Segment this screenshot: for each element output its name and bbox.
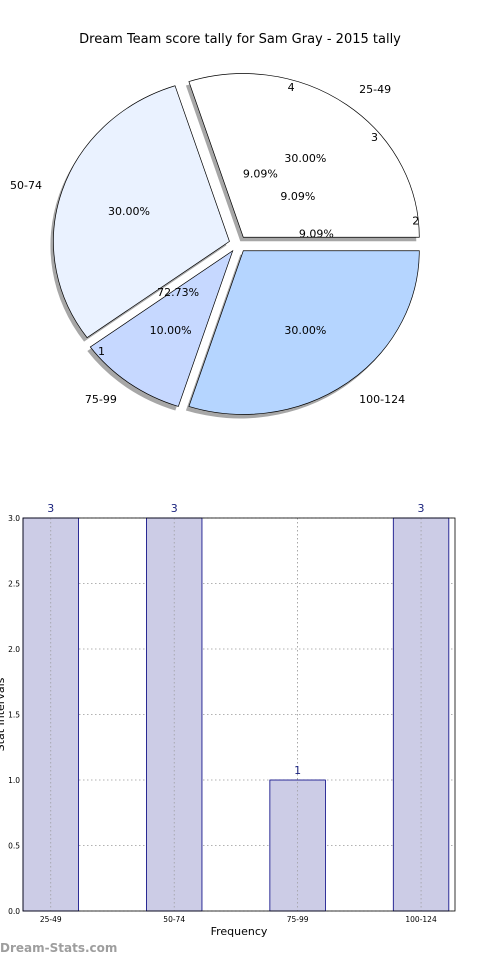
pie-slice-50-74 (53, 85, 230, 339)
x-tick-label: 100-124 (405, 915, 437, 924)
y-tick-label: 2.0 (8, 645, 20, 654)
pie-category-label: 100-124 (359, 393, 405, 406)
pie-category-label: 50-74 (10, 179, 42, 192)
pie-percent-label: 30.00% (108, 205, 150, 218)
bar-value-label: 3 (171, 502, 178, 515)
pie-percent-label: 30.00% (284, 324, 326, 337)
pie-category-label: 75-99 (85, 393, 117, 406)
watermark: Dream-Stats.com (0, 941, 118, 955)
y-tick-label: 0.5 (8, 842, 20, 851)
pie-percent-label: 10.00% (150, 324, 192, 337)
y-tick-label: 1.5 (8, 711, 20, 720)
pie-slice-75-99 (89, 249, 234, 407)
x-tick-label: 75-99 (287, 915, 309, 924)
bar-chart: 0.0 0.5 1.0 1.5 2.0 2.5 3.0 3 25-49 3 50-74 1 75-99 3… (0, 502, 456, 938)
y-axis-label: Stat Intervals (0, 677, 7, 751)
inner-category-label: 4 (288, 81, 295, 94)
pie-category-label: 25-49 (359, 83, 391, 96)
inner-category-label: 3 (371, 131, 378, 144)
bar-75-99 (269, 779, 326, 912)
inner-category-label: 2 (412, 215, 419, 228)
y-tick-label: 3.0 (8, 514, 20, 523)
x-tick-label: 25-49 (40, 915, 62, 924)
inner-percent-label: 9.09% (243, 167, 278, 180)
plot-frame (22, 517, 456, 912)
pie-slice-25-49 (188, 73, 420, 238)
inner-percent-label: 9.09% (280, 190, 315, 203)
pie-title: Dream Team score tally for Sam Gray - 20… (79, 32, 401, 47)
bar-value-label: 1 (294, 764, 301, 777)
pie-percent-label: 30.00% (284, 152, 326, 165)
y-tick-label: 0.0 (8, 907, 20, 916)
x-axis-label: Frequency (211, 925, 268, 938)
inner-percent-label: 9.09% (299, 228, 334, 241)
y-tick-label: 1.0 (8, 776, 20, 785)
bar-value-label: 3 (47, 502, 54, 515)
inner-percent-label: 72.73% (157, 286, 199, 299)
inner-category-label: 1 (98, 345, 105, 358)
x-tick-label: 50-74 (163, 915, 185, 924)
pie-slice-100-124 (188, 250, 420, 415)
bar-value-label: 3 (418, 502, 425, 515)
y-tick-label: 2.5 (8, 580, 20, 589)
pie-chart: 25-49 50-74 75-99 100-124 30.00% 30.00% 10.00%… (10, 73, 420, 419)
